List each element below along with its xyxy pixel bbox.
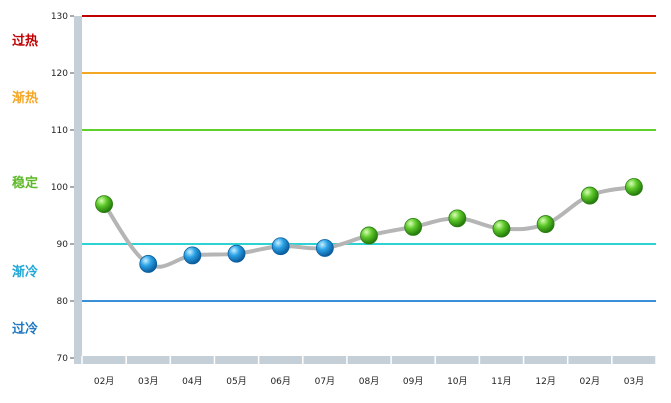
zone-label: 过冷: [12, 321, 39, 337]
data-point: [404, 217, 423, 236]
x-tick-label: 12月: [535, 376, 555, 387]
zone-label: 渐热: [12, 90, 39, 106]
y-tick-label: 130: [51, 12, 68, 22]
x-axis-ticks: 02月 03月 04月 05月 06月 07月 08月 09月 10月 11月 12月 02月 03月: [81, 356, 657, 387]
data-point: [360, 226, 378, 245]
x-tick-label: 06月: [270, 376, 290, 387]
x-tick-label: 08月: [359, 376, 379, 387]
y-tick-label: 70: [57, 354, 69, 364]
data-point: [139, 255, 158, 273]
y-tick-label: 100: [51, 183, 68, 193]
x-tick-label: 02月: [94, 376, 114, 387]
y-tick-label: 90: [57, 240, 69, 250]
x-tick-label: 05月: [226, 376, 246, 387]
data-point: [271, 237, 290, 256]
x-tick-label: 09月: [403, 376, 423, 387]
x-tick-label: 04月: [182, 376, 202, 387]
data-points: [95, 178, 643, 273]
y-axis-bar: [74, 16, 82, 362]
data-point: [492, 219, 511, 238]
data-point: [448, 209, 467, 228]
x-tick-label: 07月: [315, 376, 335, 387]
data-point: [227, 244, 246, 263]
x-tick-label: 03月: [624, 376, 644, 387]
x-tick-label: 02月: [580, 376, 600, 387]
x-tick-label: 03月: [138, 376, 158, 387]
y-tick-label: 80: [57, 297, 69, 307]
data-point: [315, 239, 334, 257]
x-axis-bar: [74, 356, 656, 364]
data-point: [183, 246, 202, 265]
zone-label: 过热: [12, 33, 39, 49]
x-tick-label: 10月: [447, 376, 467, 387]
y-tick-label: 110: [51, 126, 68, 136]
data-point: [95, 195, 113, 214]
zone-label: 稳定: [12, 176, 39, 192]
data-point: [536, 215, 555, 233]
x-tick-label: 11月: [491, 376, 511, 387]
y-tick-label: 120: [51, 69, 68, 79]
threshold-lines: [82, 15, 656, 302]
zone-label: 渐冷: [12, 264, 39, 280]
y-axis-ticks: 70 80 90 100 110 120 130: [51, 12, 74, 364]
data-point: [625, 178, 643, 196]
data-point: [580, 186, 599, 205]
